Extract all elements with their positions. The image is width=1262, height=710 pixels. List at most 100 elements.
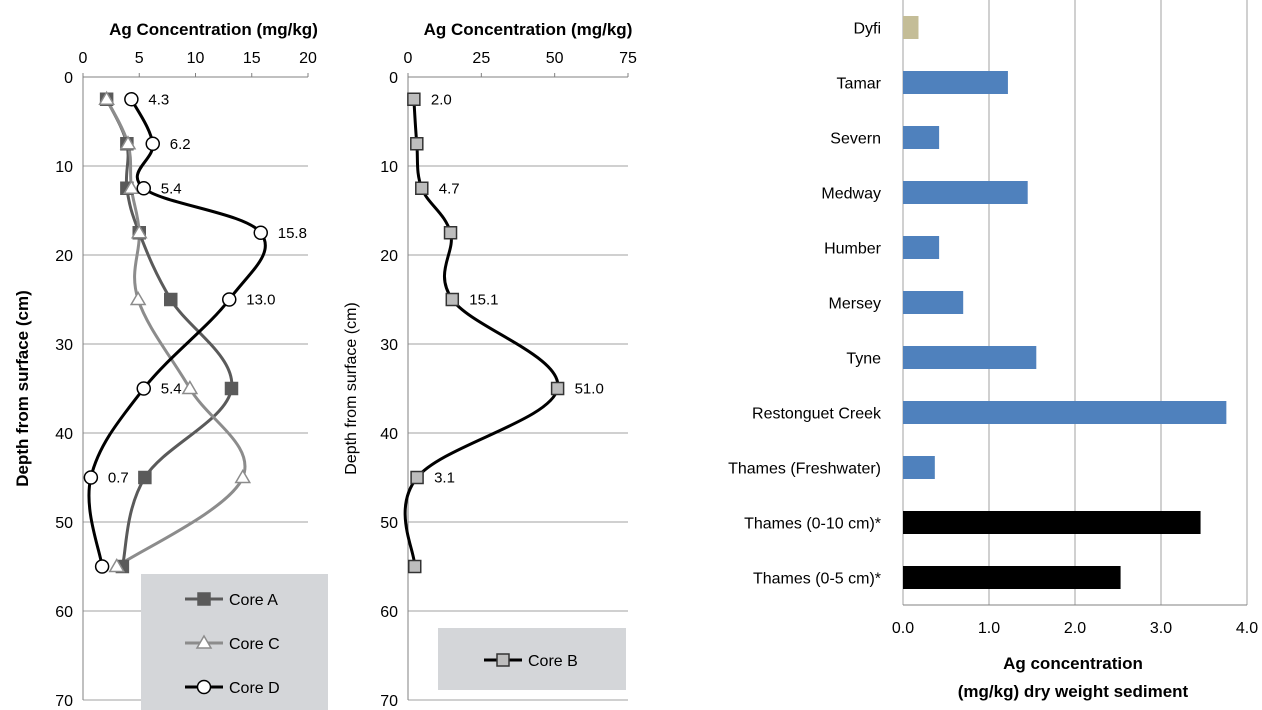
y-tick-label: 30 bbox=[380, 337, 398, 354]
data-label: 13.0 bbox=[246, 292, 275, 309]
data-label: 0.7 bbox=[108, 470, 129, 487]
y-axis-title: Depth from surface (cm) bbox=[13, 290, 32, 486]
x-tick-label: 0.0 bbox=[892, 620, 914, 637]
category-label: Dyfi bbox=[853, 21, 881, 38]
x-tick-label: 10 bbox=[187, 50, 205, 67]
y-tick-label: 40 bbox=[55, 426, 73, 443]
data-label: 15.1 bbox=[469, 292, 498, 309]
category-label: Thames (0-5 cm)* bbox=[753, 571, 881, 588]
data-label: 5.4 bbox=[161, 180, 182, 197]
data-point-core-c bbox=[129, 291, 147, 306]
data-label: 3.1 bbox=[434, 470, 455, 487]
legend-label: Core D bbox=[229, 680, 280, 697]
category-label: Restonguet Creek bbox=[752, 406, 882, 423]
y-tick-label: 50 bbox=[55, 515, 73, 532]
data-point-core-d bbox=[94, 559, 110, 574]
chart-core-b: 0 10 20 30 40 50 60 70 0 25 50 75 Ag Concentration (… bbox=[343, 20, 637, 710]
data-point-core-d bbox=[222, 292, 237, 307]
y-tick-label: 0 bbox=[389, 70, 398, 87]
chart-estuary-comparison: 0.0 1.0 2.0 3.0 4.0 Dyfi Tamar Severn Medway Humb… bbox=[728, 0, 1258, 701]
data-point-core-d bbox=[253, 225, 268, 240]
data-point-core-c bbox=[98, 90, 115, 105]
data-point-core-d bbox=[124, 92, 139, 107]
y-tick-label: 70 bbox=[55, 693, 73, 710]
series-line-core-a bbox=[105, 98, 234, 567]
data-point-core-d bbox=[136, 181, 151, 196]
data-label: 5.4 bbox=[161, 381, 182, 398]
x-axis-title: Ag Concentration (mg/kg) bbox=[424, 20, 633, 39]
legend-marker bbox=[195, 634, 213, 649]
y-tick-label: 0 bbox=[64, 70, 73, 87]
category-label: Thames (Freshwater) bbox=[728, 461, 881, 478]
data-label: 2.0 bbox=[431, 91, 452, 108]
y-tick-label: 60 bbox=[55, 604, 73, 621]
series-line-core-d bbox=[87, 98, 267, 567]
x-tick-label: 75 bbox=[619, 50, 637, 67]
bar-humber bbox=[903, 236, 940, 259]
x-tick-label: 3.0 bbox=[1150, 620, 1172, 637]
data-point-core-c bbox=[119, 135, 137, 150]
x-tick-label: 25 bbox=[472, 50, 490, 67]
y-tick-label: 20 bbox=[380, 248, 398, 265]
bar-mersey bbox=[903, 291, 964, 314]
bar-restonguet-creek bbox=[903, 401, 1227, 424]
data-point-core-a bbox=[138, 470, 152, 485]
data-point-core-b bbox=[445, 292, 460, 307]
legend-box bbox=[141, 574, 328, 710]
category-label: Tamar bbox=[837, 76, 882, 93]
bar-tamar bbox=[903, 71, 1008, 94]
data-point-core-b bbox=[407, 559, 422, 574]
x-axis-title-line2: (mg/kg) dry weight sediment bbox=[958, 682, 1189, 701]
data-point-core-b bbox=[407, 92, 421, 106]
y-tick-label: 60 bbox=[380, 604, 398, 621]
bar-dyfi bbox=[903, 16, 919, 39]
y-axis-title: Depth from surface (cm) bbox=[343, 302, 360, 474]
data-point-core-c bbox=[123, 179, 140, 194]
data-point-core-b bbox=[415, 181, 429, 195]
data-point-core-d bbox=[136, 381, 151, 396]
x-tick-label: 2.0 bbox=[1064, 620, 1086, 637]
data-point-core-c bbox=[108, 558, 126, 573]
data-label: 4.3 bbox=[148, 91, 169, 108]
x-tick-label: 15 bbox=[243, 50, 261, 67]
legend-label: Core B bbox=[528, 653, 578, 670]
data-point-core-c bbox=[234, 469, 252, 484]
legend-label: Core C bbox=[229, 636, 280, 653]
category-label: Medway bbox=[821, 186, 881, 203]
x-tick-label: 0 bbox=[404, 50, 413, 67]
x-axis-title: Ag concentration bbox=[1003, 654, 1143, 673]
y-tick-label: 10 bbox=[55, 159, 73, 176]
x-axis-title: Ag Concentration (mg/kg) bbox=[109, 20, 318, 39]
x-tick-label: 4.0 bbox=[1236, 620, 1258, 637]
bar-thames-freshwater bbox=[903, 456, 935, 479]
bar-thames-0-5-cm bbox=[903, 566, 1121, 589]
y-tick-label: 20 bbox=[55, 248, 73, 265]
chart-core-a-c-d: 0 10 20 30 40 50 60 70 0 5 10 15 20 Ag Concentration … bbox=[13, 20, 328, 710]
data-point-core-a bbox=[164, 292, 178, 307]
data-label: 6.2 bbox=[170, 136, 191, 153]
y-tick-label: 40 bbox=[380, 426, 398, 443]
bar-thames-0-10-cm bbox=[903, 511, 1201, 534]
category-label: Severn bbox=[830, 131, 881, 148]
category-label: Tyne bbox=[846, 351, 881, 368]
legend-marker bbox=[197, 592, 211, 606]
x-tick-label: 1.0 bbox=[978, 620, 1000, 637]
data-point-core-b bbox=[410, 137, 424, 151]
data-point-core-b bbox=[550, 381, 565, 396]
data-point-core-a bbox=[224, 381, 239, 396]
data-label: 15.8 bbox=[278, 225, 307, 242]
y-tick-label: 50 bbox=[380, 515, 398, 532]
category-label: Mersey bbox=[829, 296, 881, 313]
category-label: Humber bbox=[824, 241, 882, 258]
data-point-core-b bbox=[410, 470, 424, 485]
y-tick-label: 30 bbox=[55, 337, 73, 354]
legend-box bbox=[438, 628, 626, 690]
bar-medway bbox=[903, 181, 1028, 204]
category-label: Thames (0-10 cm)* bbox=[744, 516, 881, 533]
series-line-core-b bbox=[403, 99, 560, 567]
legend-marker bbox=[196, 679, 212, 695]
data-label: 51.0 bbox=[575, 381, 604, 398]
data-point-core-c bbox=[181, 380, 199, 395]
x-tick-label: 50 bbox=[546, 50, 564, 67]
